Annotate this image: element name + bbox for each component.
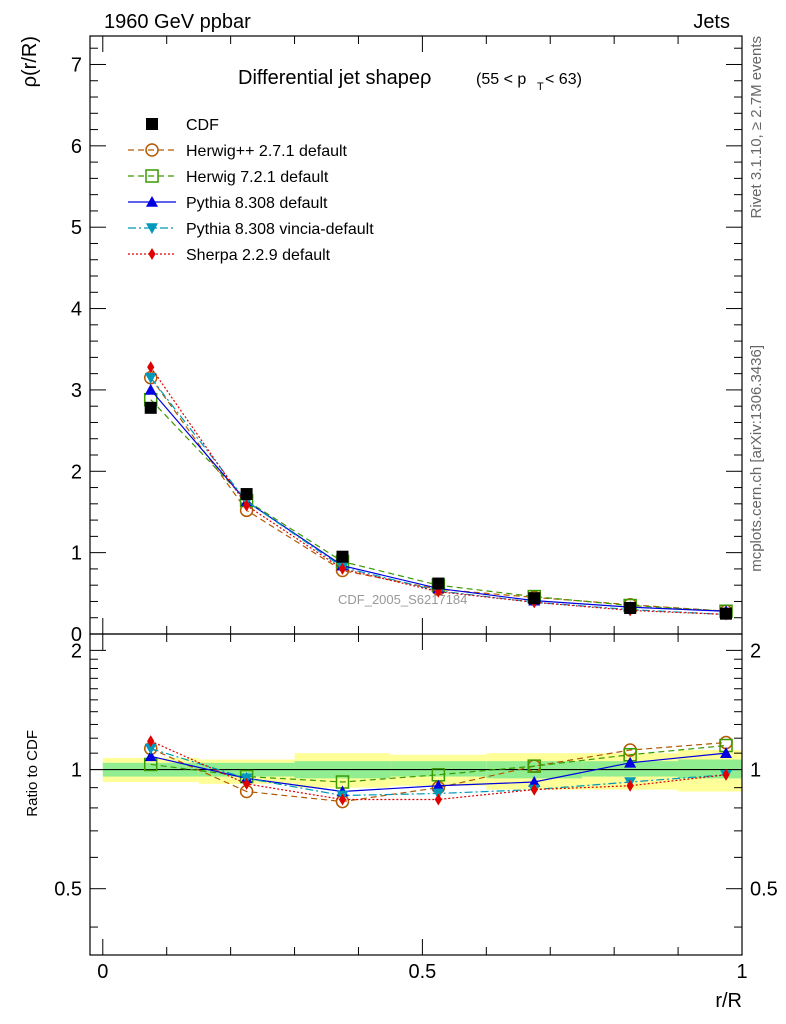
y-tick-label: 4 <box>71 299 82 321</box>
ratio-point-pythia-8-308-default <box>720 747 733 758</box>
data-point-cdf <box>240 488 253 501</box>
x-tick-label: 1 <box>736 961 747 983</box>
legend-label: Pythia 8.308 vincia-default <box>186 221 374 238</box>
series-point-pythia-8-308-vincia-default <box>144 372 157 384</box>
ratio-point-sherpa-2-2-9-default <box>626 779 634 792</box>
legend-marker <box>145 169 159 183</box>
data-point-cdf <box>624 601 637 614</box>
chart-title-range: (55 < p <box>476 71 526 88</box>
y-tick-label: 2 <box>71 461 82 483</box>
series-point-pythia-8-308-default <box>144 383 157 395</box>
ratio-point-sherpa-2-2-9-default <box>338 793 347 806</box>
main-panel: 0 1 2 3 4 5 6 7 <box>71 35 743 955</box>
data-point-cdf <box>144 401 157 414</box>
ratio-point-pythia-8-308-vincia-default <box>144 743 157 755</box>
data-point-cdf <box>528 592 541 605</box>
header-left: 1960 GeV ppbar <box>104 11 251 33</box>
legend-marker <box>145 143 159 157</box>
ratio-point-pythia-8-308-default <box>624 756 637 768</box>
legend-label: CDF <box>186 117 219 134</box>
ratio-tick-label: 2 <box>71 640 82 662</box>
series-point-sherpa-2-2-9-default <box>243 499 251 512</box>
series-line-herwig-2-7-1-default <box>150 377 727 612</box>
chart-title-end: < 63) <box>545 71 582 88</box>
legend-label: Herwig++ 2.7.1 default <box>186 143 348 160</box>
ratio-panel: 0.5 0.5 1 1 2 2 0 0.5 1 <box>54 633 778 983</box>
x-tick-label: 0 <box>97 961 108 983</box>
chart-title-sub: T <box>537 81 544 93</box>
ratio-point-pythia-8-308-default <box>432 779 445 791</box>
y-tick-label: 1 <box>71 543 82 565</box>
ratio-point-sherpa-2-2-9-default <box>722 768 730 781</box>
mcplots-label: mcplots.cern.ch [arXiv:1306.3436] <box>748 345 765 572</box>
data-point-cdf <box>336 550 349 563</box>
ratio-point-pythia-8-308-default <box>528 776 541 787</box>
y-axis-label: ρ(r/R) <box>19 36 41 87</box>
ratio-point-sherpa-2-2-9-default <box>530 783 538 796</box>
ratio-tick-label-right: 1 <box>750 760 761 782</box>
series-point-sherpa-2-2-9-default <box>147 361 155 374</box>
legend-marker <box>148 248 156 260</box>
ratio-tick-label: 1 <box>71 760 82 782</box>
chart-title: Differential jet shapeρ (55 < p T < 63) <box>238 67 582 93</box>
y-tick-label: 0 <box>71 624 82 646</box>
ratio-frame <box>89 633 743 956</box>
ratio-tick-label-right: 0.5 <box>750 879 778 901</box>
data-point-cdf <box>432 577 445 590</box>
data-point-cdf <box>720 607 733 620</box>
ratio-y-axis-label: Ratio to CDF <box>24 730 41 817</box>
ratio-point-sherpa-2-2-9-default <box>147 735 155 748</box>
y-tick-label: 3 <box>71 380 82 402</box>
chart-title-text: Differential jet shapeρ <box>238 67 431 89</box>
rivet-label: Rivet 3.1.10, ≥ 2.7M events <box>748 36 765 219</box>
ratio-point-herwig-7-2-1-default <box>527 759 542 773</box>
legend-label: Herwig 7.2.1 default <box>186 169 329 186</box>
ratio-point-sherpa-2-2-9-default <box>243 777 251 790</box>
series-point-sherpa-2-2-9-default <box>338 562 347 575</box>
watermark: CDF_2005_S6217184 <box>338 592 467 607</box>
y-tick-label: 6 <box>71 136 82 158</box>
ratio-point-pythia-8-308-default <box>144 750 157 762</box>
ratio-band-inner <box>582 761 679 777</box>
ratio-line-herwig-2-7-1-default <box>150 741 727 803</box>
ratio-tick-label: 0.5 <box>54 879 82 901</box>
x-tick-label: 0.5 <box>408 961 436 983</box>
header-right: Jets <box>693 11 730 33</box>
ratio-point-sherpa-2-2-9-default <box>434 793 442 806</box>
legend-marker <box>146 223 158 234</box>
y-tick-label: 7 <box>71 54 82 76</box>
ratio-tick-label-right: 2 <box>750 640 761 662</box>
y-tick-label: 5 <box>71 217 82 239</box>
legend-label: Sherpa 2.2.9 default <box>186 247 331 264</box>
legend-label: Pythia 8.308 default <box>186 195 328 212</box>
legend-marker <box>146 118 158 130</box>
legend-marker <box>146 196 158 207</box>
legend: CDF Herwig++ 2.7.1 default Herwig 7.2.1 de… <box>128 117 374 264</box>
ratio-line-herwig-7-2-1-default <box>150 744 727 783</box>
x-axis-label: r/R <box>715 990 742 1012</box>
